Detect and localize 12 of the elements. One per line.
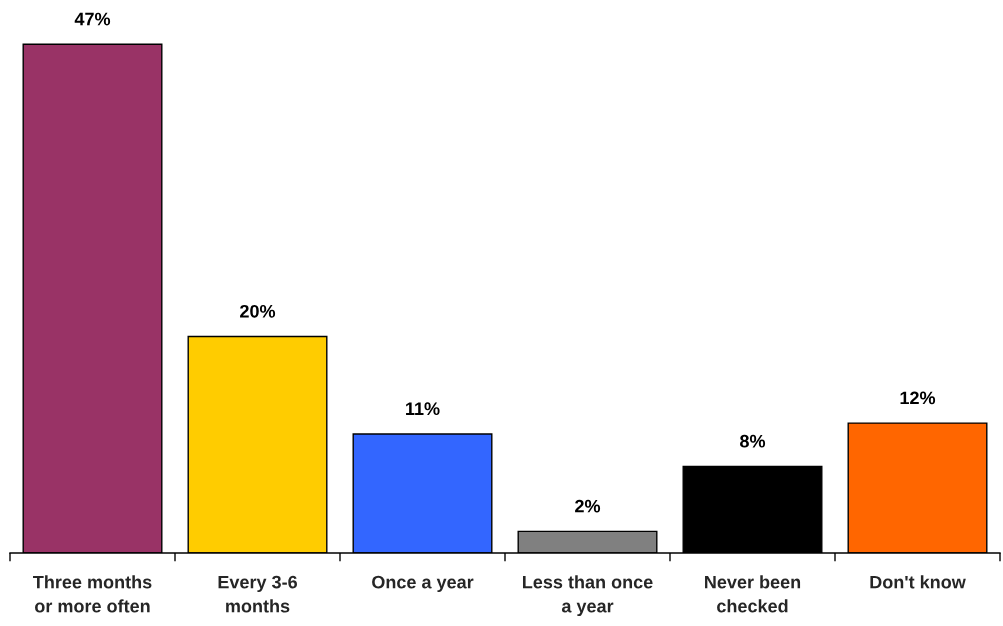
data-label: 11% (406, 402, 440, 416)
data-label: 20% (240, 304, 276, 318)
x-tick-label: Don't know (870, 575, 966, 589)
data-label: 2% (575, 499, 601, 513)
x-tick-label: Never been checked (705, 575, 801, 613)
x-tick-label: Three months or more often (33, 575, 152, 613)
x-tick-label: Every 3-6 months (218, 575, 297, 613)
data-label: 12% (900, 391, 936, 405)
data-label: 8% (740, 434, 766, 448)
x-tick-label: Once a year (372, 575, 474, 593)
x-tick-label: Less than once a year (522, 575, 653, 617)
data-label: 47% (74, 12, 111, 26)
